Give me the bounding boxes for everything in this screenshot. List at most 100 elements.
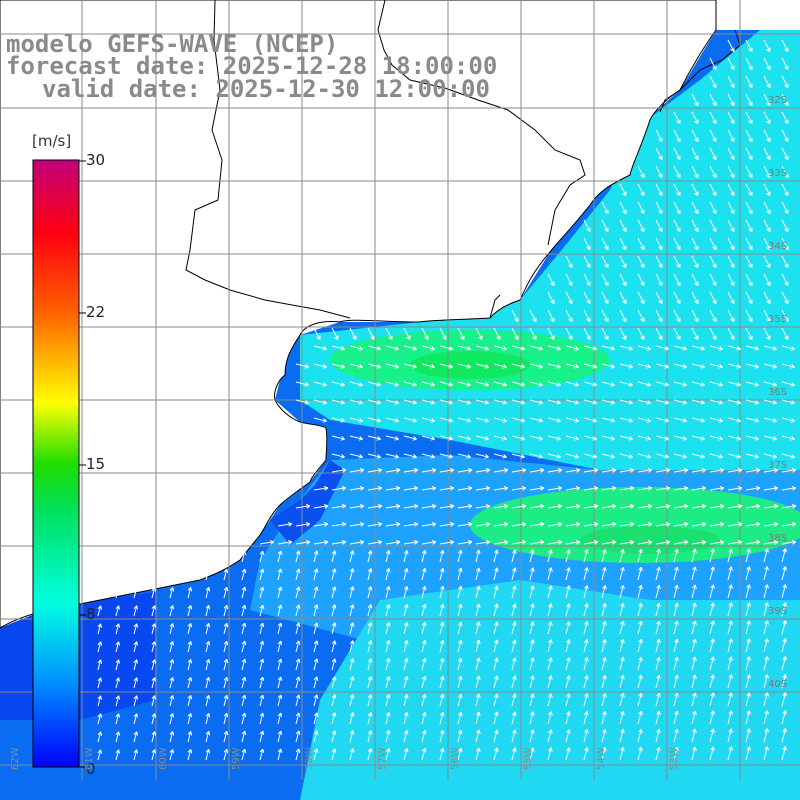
wind-arrow-head [718,456,723,459]
wind-arrow-head [431,486,436,489]
wind-arrow-head [692,566,696,571]
wind-arrow-shaft [295,586,300,599]
wind-arrow-head [460,549,463,555]
wind-arrow-head [586,318,591,323]
wind-arrow-head [766,674,769,679]
wind-arrow-head [683,346,687,350]
wind-arrow-shaft [241,622,246,635]
wind-arrow-head [574,438,579,441]
colorbar-tick-30: 30 [86,151,106,169]
wind-arrow-head [566,639,570,643]
wind-arrow-head [190,659,193,664]
wind-arrow-shaft [691,273,699,286]
wind-arrow-shaft [745,327,753,340]
wind-arrow-head [485,382,489,386]
forecast-date: forecast date: 2025-12-28 18:00:00 [6,52,498,80]
wind-arrow-head [388,658,391,663]
wind-arrow-head [521,504,526,507]
wind-arrow-shaft [781,584,786,599]
wind-arrow-head [331,730,336,734]
wind-arrow-head [764,728,768,732]
wind-arrow-shaft [547,381,561,386]
wind-arrow-shaft [133,749,138,761]
wind-arrow-shaft [637,693,642,707]
wind-arrow-head [737,436,741,440]
wind-arrow-shaft [457,693,462,707]
wind-arrow-shaft [691,129,699,142]
wind-arrow-head [586,675,589,680]
wind-arrow-head [388,586,391,591]
wind-arrow-head [646,348,651,351]
wind-arrow-head [764,746,768,750]
wind-arrow-shaft [619,711,624,725]
wind-arrow-shaft [583,381,597,386]
wind-arrow-shaft [115,659,120,671]
wind-arrow-head [169,749,174,753]
wind-arrow-shaft [457,603,462,617]
wind-arrow-head [575,468,580,471]
wind-arrow-head [352,586,355,591]
wind-arrow-shaft [637,201,645,214]
wind-arrow-shaft [691,692,696,707]
wind-arrow-head [785,638,787,643]
wind-arrow-head [718,420,723,423]
lat-label-38s: 38S [768,533,788,544]
wind-arrow-shaft [763,746,768,761]
wind-arrow-head [694,264,699,269]
wind-arrow-head [622,711,625,716]
wind-arrow-head [730,318,735,323]
wind-arrow-head [530,729,534,734]
wind-arrow-head [574,402,579,405]
wind-arrow-shaft [583,657,588,671]
wind-arrow-head [151,713,156,717]
wind-arrow-shaft [403,730,408,743]
wind-arrow-shaft [313,640,318,653]
wind-arrow-shaft [223,695,228,707]
wind-arrow-shaft [727,219,735,232]
wind-arrow-head [592,438,597,441]
wind-arrow-head [485,522,490,525]
wind-arrow-head [323,364,327,368]
wind-arrow-shaft [493,487,508,491]
wind-arrow-head [550,567,553,572]
wind-arrow-head [396,541,401,545]
wind-arrow-head [295,694,300,699]
wind-arrow-head [466,456,471,459]
wind-arrow-head [604,210,609,215]
wind-arrow-head [512,639,516,644]
wind-arrow-shaft [745,469,760,473]
wind-arrow-head [664,402,669,405]
wind-arrow-head [629,486,634,489]
wind-arrow-head [352,336,357,341]
wind-arrow-head [748,138,753,143]
wind-arrow-head [557,504,562,507]
wind-arrow-head [467,540,472,543]
wind-arrow-shaft [655,363,669,368]
wind-arrow-head [566,549,570,553]
wind-arrow-head [316,622,319,627]
wind-arrow-head [584,729,588,733]
wind-arrow-head [676,548,679,554]
wind-arrow-head [360,505,365,509]
wind-arrow-head [575,504,580,507]
wind-arrow-shaft [655,453,669,458]
wind-arrow-shaft [439,604,444,617]
wind-arrow-head [486,487,491,491]
wind-arrow-head [566,621,570,625]
wind-arrow-head [514,639,517,644]
wind-arrow-shaft [583,549,588,563]
wind-arrow-shaft [367,712,372,725]
wind-arrow-head [403,658,408,662]
wind-arrow-head [449,382,453,386]
wind-arrow-shaft [169,749,174,761]
wind-arrow-head [532,729,535,734]
wind-arrow-head [467,364,471,368]
wind-arrow-head [262,586,265,592]
wind-arrow-shaft [727,566,732,581]
wind-arrow-shaft [493,621,498,635]
wind-arrow-head [413,486,418,489]
wind-arrow-head [738,469,743,473]
wind-arrow-head [151,605,156,609]
wind-arrow-shaft [565,291,573,304]
wind-arrow-head [710,746,714,751]
